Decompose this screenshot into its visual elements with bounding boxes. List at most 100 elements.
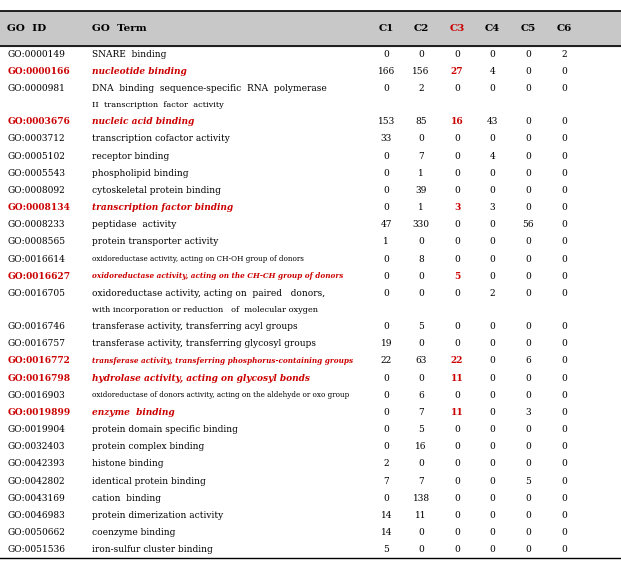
Text: SNARE  binding: SNARE binding [92,50,166,59]
Text: 0: 0 [561,494,567,503]
Text: 3: 3 [525,408,532,417]
Text: 0: 0 [383,322,389,331]
Text: GO:0016627: GO:0016627 [7,272,70,281]
Text: 0: 0 [489,169,496,178]
Text: 0: 0 [561,322,567,331]
Text: GO:0016757: GO:0016757 [7,339,65,348]
Text: 0: 0 [454,391,460,400]
Text: 0: 0 [418,459,424,468]
Text: 0: 0 [489,339,496,348]
Text: 0: 0 [383,272,389,281]
Text: 0: 0 [561,408,567,417]
Text: GO:0005102: GO:0005102 [7,152,65,161]
Text: 0: 0 [525,545,532,554]
Text: 0: 0 [525,67,532,76]
Text: 0: 0 [418,50,424,59]
Text: C1: C1 [379,24,394,33]
Text: 0: 0 [525,511,532,520]
Text: 0: 0 [383,442,389,451]
Text: 0: 0 [525,494,532,503]
Text: 0: 0 [525,459,532,468]
Text: 0: 0 [454,134,460,144]
Text: with incorporation or reduction   of  molecular oxygen: with incorporation or reduction of molec… [92,306,318,314]
Text: 0: 0 [383,425,389,434]
Text: 0: 0 [418,237,424,247]
Text: 0: 0 [454,476,460,486]
Text: protein domain specific binding: protein domain specific binding [92,425,238,434]
Text: 0: 0 [454,528,460,537]
Text: C2: C2 [414,24,428,33]
Text: 1: 1 [383,237,389,247]
Text: 0: 0 [418,545,424,554]
Text: 0: 0 [489,237,496,247]
Text: 85: 85 [415,117,427,126]
Text: oxidoreductase of donors activity, acting on the aldehyde or oxo group: oxidoreductase of donors activity, actin… [92,391,349,399]
Text: GO:0000149: GO:0000149 [7,50,65,59]
Text: 0: 0 [525,339,532,348]
Text: 0: 0 [525,289,532,298]
Text: 0: 0 [561,67,567,76]
Text: GO:0016614: GO:0016614 [7,255,65,264]
Text: 0: 0 [454,237,460,247]
Text: 0: 0 [489,322,496,331]
Text: 0: 0 [489,528,496,537]
Text: 8: 8 [418,255,424,264]
Text: 0: 0 [454,169,460,178]
Text: 0: 0 [561,339,567,348]
Text: 0: 0 [383,408,389,417]
Text: 5: 5 [418,322,424,331]
Text: 0: 0 [525,528,532,537]
Text: 16: 16 [451,117,463,126]
Text: 0: 0 [489,545,496,554]
Text: 0: 0 [561,117,567,126]
Text: 47: 47 [381,220,392,229]
Text: 0: 0 [454,545,460,554]
Text: enzyme  binding: enzyme binding [92,408,175,417]
Text: 0: 0 [525,117,532,126]
Text: 0: 0 [454,339,460,348]
Text: 4: 4 [489,67,496,76]
Text: transferase activity, transferring glycosyl groups: transferase activity, transferring glyco… [92,339,316,348]
Text: 0: 0 [489,272,496,281]
Text: 0: 0 [489,356,496,366]
Text: 3: 3 [489,203,496,212]
Text: 2: 2 [418,84,424,93]
Text: 7: 7 [418,476,424,486]
Text: 27: 27 [451,67,463,76]
Text: 330: 330 [412,220,430,229]
Text: 0: 0 [525,84,532,93]
Text: 0: 0 [561,289,567,298]
Text: identical protein binding: identical protein binding [92,476,206,486]
Text: 0: 0 [383,494,389,503]
Text: histone binding: histone binding [92,459,163,468]
Text: C4: C4 [485,24,500,33]
Text: GO:0050662: GO:0050662 [7,528,65,537]
Text: 0: 0 [561,442,567,451]
Text: 0: 0 [561,528,567,537]
Text: cytoskeletal protein binding: cytoskeletal protein binding [92,186,221,195]
Text: 11: 11 [451,408,463,417]
Text: GO:0008565: GO:0008565 [7,237,66,247]
Text: 0: 0 [489,84,496,93]
Text: GO:0003712: GO:0003712 [7,134,65,144]
Text: 0: 0 [489,50,496,59]
Text: 39: 39 [415,186,427,195]
Text: 0: 0 [525,255,532,264]
Text: 0: 0 [418,339,424,348]
Text: protein complex binding: protein complex binding [92,442,204,451]
Text: GO:0019899: GO:0019899 [7,408,71,417]
Text: 0: 0 [561,169,567,178]
Text: 0: 0 [561,203,567,212]
Text: 5: 5 [454,272,460,281]
Text: 4: 4 [489,152,496,161]
Text: GO:0003676: GO:0003676 [7,117,70,126]
Text: 0: 0 [489,220,496,229]
Text: 43: 43 [487,117,498,126]
Bar [0,11,621,46]
Text: 0: 0 [489,186,496,195]
Text: 0: 0 [454,255,460,264]
Text: 7: 7 [418,152,424,161]
Text: 0: 0 [561,237,567,247]
Text: GO:0016772: GO:0016772 [7,356,70,366]
Text: 0: 0 [418,528,424,537]
